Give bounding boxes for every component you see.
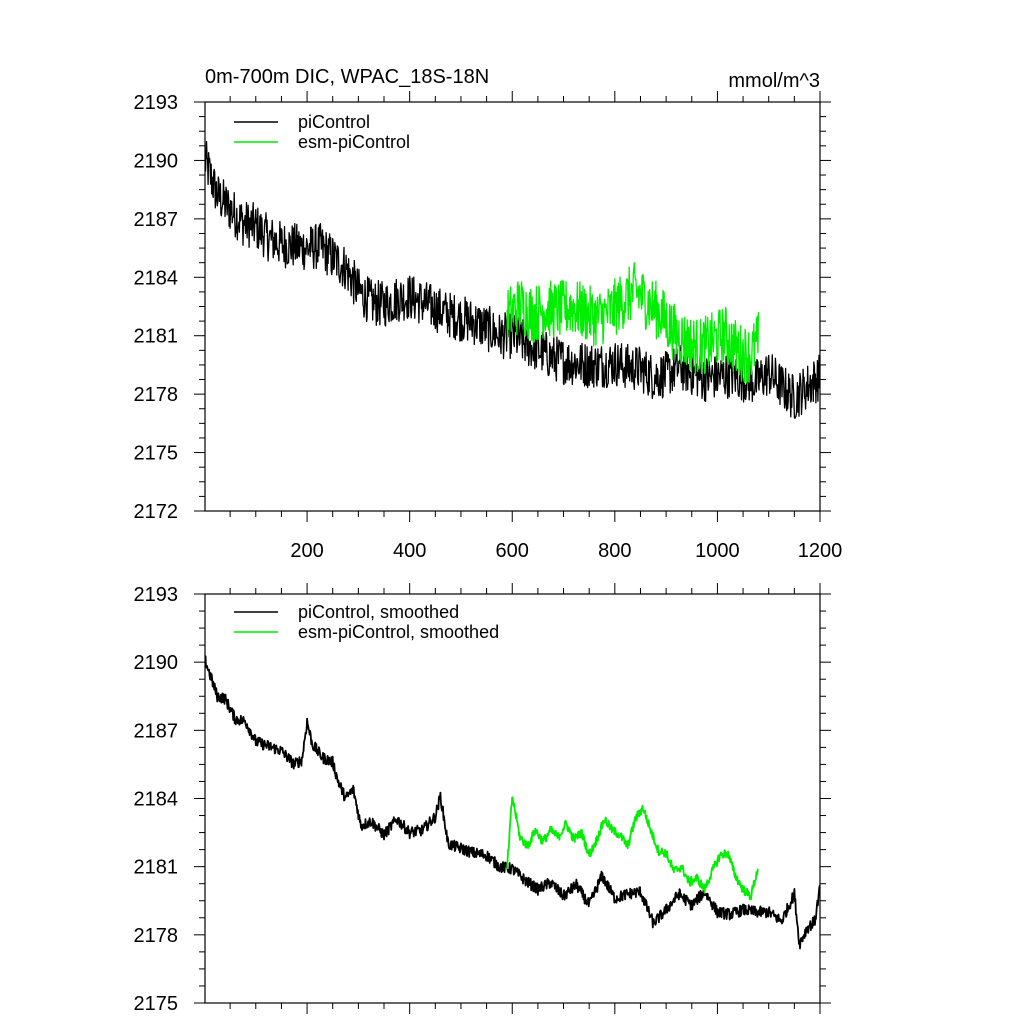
y-tick-label: 2175 (134, 993, 179, 1015)
y-tick-label: 2187 (134, 720, 179, 742)
legend-label: piControl, smoothed (298, 602, 459, 622)
y-tick-label: 2190 (134, 150, 179, 172)
x-tick-label: 600 (496, 540, 529, 562)
series-line-esm-picontrol (506, 262, 760, 384)
series-line-picontrol-smoothed (205, 655, 820, 950)
y-tick-label: 2190 (134, 652, 179, 674)
series-line-picontrol (205, 140, 820, 419)
x-tick-label: 1000 (695, 540, 740, 562)
x-tick-label: 400 (393, 540, 426, 562)
x-tick-label: 200 (290, 540, 323, 562)
figure-title: 0m-700m DIC, WPAC_18S-18N (205, 66, 489, 88)
legend-label: piControl (298, 112, 370, 132)
x-tick-label: 800 (598, 540, 631, 562)
y-tick-label: 2181 (134, 857, 179, 879)
y-tick-label: 2181 (134, 326, 179, 348)
y-tick-label: 2172 (134, 501, 179, 523)
x-tick-label: 1200 (798, 540, 843, 562)
y-tick-label: 2184 (134, 789, 179, 811)
legend-label: esm-piControl, smoothed (298, 622, 499, 642)
panel-annual: 2172 2175 2178 2181 2184 2187 2190 2193 200 400 60… (134, 91, 843, 562)
y-tick-label: 2193 (134, 584, 179, 606)
y-tick-label: 2184 (134, 267, 179, 289)
y-tick-label: 2187 (134, 209, 179, 231)
y-tick-label: 2178 (134, 384, 179, 406)
figure-units: mmol/m^3 (728, 70, 820, 92)
series-line-esm-picontrol-smoothed (506, 796, 759, 901)
y-tick-label: 2175 (134, 443, 179, 465)
panel-smoothed: 2175 2178 2181 2184 2187 2190 2193 piControl, s… (134, 583, 831, 1015)
legend-label: esm-piControl (298, 132, 410, 152)
y-tick-label: 2178 (134, 925, 179, 947)
y-tick-label: 2193 (134, 92, 179, 114)
